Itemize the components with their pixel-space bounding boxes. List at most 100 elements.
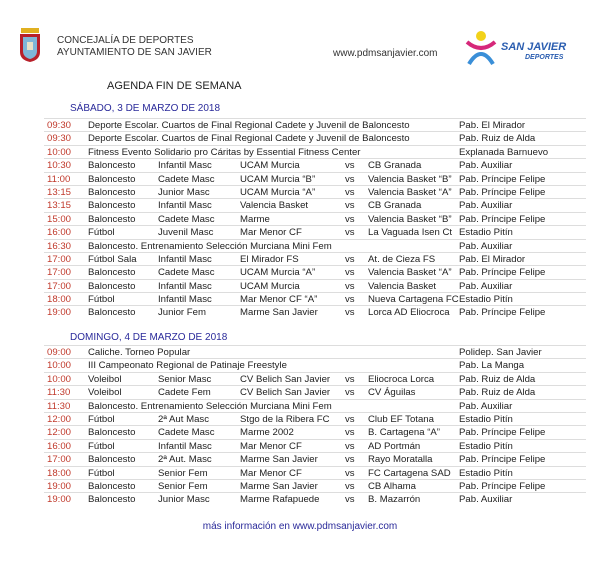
cell-vs: vs [345, 200, 355, 212]
cell-venue: Pab. Auxiliar [459, 494, 513, 506]
cell-vs: vs [345, 253, 355, 265]
schedule-table-sunday: 09:00 Caliche. Torneo Popular Polidep. San… [44, 345, 586, 506]
cell-sport: Baloncesto [88, 427, 136, 439]
cell-time: 19:00 [47, 494, 72, 506]
cell-time: 17:00 [47, 253, 72, 265]
cell-venue: Pab. Príncipe Felipe [459, 427, 546, 439]
cell-category: Cadete Masc [158, 267, 215, 279]
cell-venue: Pab. Auxiliar [459, 280, 513, 292]
table-row: 10:00 III Campeonato Regional de Patinaje… [44, 358, 586, 371]
cell-time: 16:00 [47, 440, 72, 452]
cell-category: 2ª Aut. Masc [158, 454, 212, 466]
cell-category: Junior Masc [158, 494, 210, 506]
cell-team1: Mar Menor CF [240, 467, 302, 479]
table-row: 09:30 Deporte Escolar. Cuartos de Final R… [44, 131, 586, 144]
cell-time: 16:30 [47, 240, 72, 252]
cell-team1: Mar Menor CF [240, 440, 302, 452]
cell-time: 12:00 [47, 413, 72, 425]
cell-sport: Fútbol [88, 227, 115, 239]
cell-category: Infantil Masc [158, 280, 212, 292]
cell-team1: UCAM Murcia “B” [240, 173, 316, 185]
cell-team2: Club EF Totana [368, 413, 434, 425]
cell-time: 11:30 [47, 400, 71, 412]
schedule-table-saturday: 09:30 Deporte Escolar. Cuartos de Final R… [44, 118, 586, 319]
cell-team1: Marme San Javier [240, 307, 318, 319]
cell-sport: Baloncesto [88, 307, 136, 319]
website-link[interactable]: www.pdmsanjavier.com [333, 48, 438, 59]
table-row: 17:00 Baloncesto 2ª Aut. Masc Marme San Jav… [44, 452, 586, 465]
cell-vs: vs [345, 427, 355, 439]
table-row: 18:00 Fútbol Senior Fem Mar Menor CF vs FC Ca… [44, 465, 586, 479]
cell-time: 10:00 [47, 146, 72, 158]
table-row: 18:00 Fútbol Infantil Masc Mar Menor CF “A”… [44, 292, 586, 305]
cell-category: Junior Fem [158, 307, 206, 319]
cell-venue: Pab. Príncipe Felipe [459, 173, 546, 185]
cell-team2: La Vaguada Isen Ct [368, 227, 453, 239]
cell-sport: Baloncesto [88, 267, 136, 279]
cell-venue: Estadio Pitín [459, 440, 513, 452]
cell-sport: Baloncesto [88, 280, 136, 292]
cell-team1: Valencia Basket [240, 200, 309, 212]
table-row: 19:00 Baloncesto Senior Fem Marme San Javie… [44, 478, 586, 492]
cell-venue: Estadio Pitín [459, 294, 513, 306]
cell-venue: Pab. Príncipe Felipe [459, 307, 546, 319]
cell-team1: UCAM Murcia [240, 160, 300, 172]
cell-team1: Mar Menor CF “A” [240, 294, 318, 306]
cell-time: 18:00 [47, 467, 72, 479]
cell-team1: Marme San Javier [240, 480, 318, 492]
cell-vs: vs [345, 173, 355, 185]
cell-sport: Baloncesto [88, 186, 136, 198]
cell-time: 13:15 [47, 200, 72, 212]
cell-vs: vs [345, 494, 355, 506]
cell-category: Infantil Masc [158, 253, 212, 265]
table-row: 12:00 Fútbol 2ª Aut Masc Stgo de la Ribera … [44, 411, 586, 425]
cell-time: 12:00 [47, 427, 72, 439]
cell-team1: Marme San Javier [240, 454, 318, 466]
cell-category: Infantil Masc [158, 200, 212, 212]
table-row: 17:00 Baloncesto Cadete Masc UCAM Murcia “A… [44, 265, 586, 278]
cell-time: 10:30 [47, 160, 72, 172]
cell-sport: Baloncesto [88, 454, 136, 466]
cell-time: 17:00 [47, 267, 72, 279]
cell-vs: vs [345, 440, 355, 452]
table-row: 10:00 Fitness Evento Solidario pro Cárita… [44, 144, 586, 158]
cell-team1: CV Belich San Javier [240, 387, 331, 399]
cell-team2: CV Águilas [368, 387, 416, 399]
cell-time: 09:30 [47, 133, 72, 145]
cell-vs: vs [345, 454, 355, 466]
cell-category: Cadete Masc [158, 173, 215, 185]
table-row: 10:00 Voleibol Senior Masc CV Belich San Ja… [44, 371, 586, 385]
cell-team1: El Mirador FS [240, 253, 299, 265]
cell-vs: vs [345, 387, 355, 399]
cell-sport: Voleibol [88, 373, 122, 385]
cell-team2: Lorca AD Eliocroca [368, 307, 450, 319]
cell-venue: Pab. Ruiz de Alda [459, 133, 536, 145]
cell-venue: Pab. Príncipe Felipe [459, 186, 546, 198]
cell-category: Cadete Masc [158, 213, 215, 225]
cell-venue: Pab. Príncipe Felipe [459, 454, 546, 466]
cell-sport: Baloncesto [88, 173, 136, 185]
cell-venue: Estadio Pitín [459, 413, 513, 425]
cell-vs: vs [345, 294, 355, 306]
table-row: 15:00 Baloncesto Cadete Masc Marme vs Valenci… [44, 211, 586, 225]
cell-time: 15:00 [47, 213, 72, 225]
svg-text:SAN JAVIER: SAN JAVIER [501, 41, 566, 53]
cell-vs: vs [345, 307, 355, 319]
cell-time: 11:00 [47, 173, 71, 185]
cell-venue: Pab. Ruiz de Alda [459, 387, 536, 399]
cell-vs: vs [345, 186, 355, 198]
cell-venue: Pab. Auxiliar [459, 400, 513, 412]
cell-event: Deporte Escolar. Cuartos de Final Region… [88, 120, 410, 131]
cell-team2: B. Mazarrón [368, 494, 421, 506]
cell-time: 09:00 [47, 347, 72, 358]
table-row: 09:00 Caliche. Torneo Popular Polidep. San… [44, 345, 586, 358]
footer-info: más información en www.pdmsanjavier.com [202, 521, 398, 532]
header-line2: AYUNTAMIENTO DE SAN JAVIER [57, 47, 212, 58]
header-organization: CONCEJALÍA DE DEPORTES AYUNTAMIENTO DE S… [57, 35, 212, 59]
cell-team2: CB Granada [368, 160, 422, 172]
cell-team2: Nueva Cartagena FC [368, 294, 459, 306]
cell-venue: Explanada Barnuevo [459, 146, 549, 158]
table-row: 11:00 Baloncesto Cadete Masc UCAM Murcia “B… [44, 171, 586, 185]
cell-team1: Stgo de la Ribera FC [240, 413, 330, 425]
